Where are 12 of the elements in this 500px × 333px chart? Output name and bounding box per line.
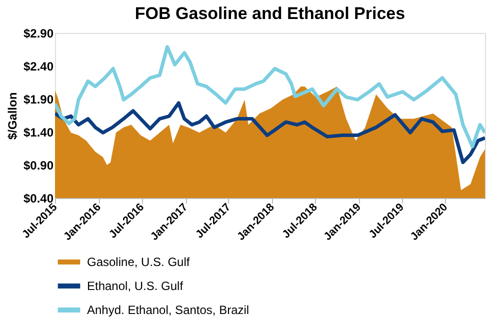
y-tick-label: $2.40 xyxy=(23,60,54,74)
y-tick-label: $1.90 xyxy=(23,92,54,106)
y-tick-label: $1.40 xyxy=(23,126,54,140)
line-series xyxy=(55,45,485,148)
legend-label: Anhyd. Ethanol, Santos, Brazil xyxy=(87,303,250,317)
chart-title: FOB Gasoline and Ethanol Prices xyxy=(134,4,406,23)
legend-label: Ethanol, U.S. Gulf xyxy=(87,279,184,293)
y-tick-label: $2.90 xyxy=(23,26,54,40)
legend-label: Gasoline, U.S. Gulf xyxy=(87,255,190,269)
line-series xyxy=(55,101,485,164)
y-tick-label: $0.90 xyxy=(23,158,54,172)
y-axis-title: $/Gallon xyxy=(5,92,20,140)
